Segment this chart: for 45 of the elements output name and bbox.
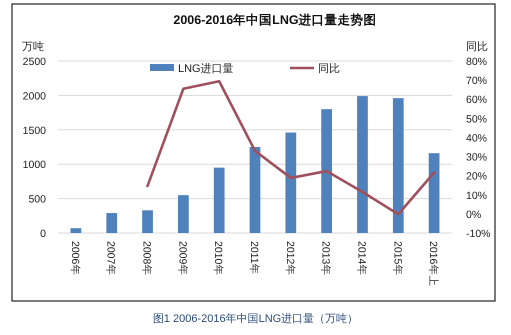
- bar: [428, 153, 440, 233]
- y2-tick-label: 20%: [466, 170, 488, 183]
- x-tick-label: 2006年: [68, 241, 81, 276]
- line-series: [146, 80, 436, 216]
- y2-tick-label: 70%: [466, 75, 488, 88]
- x-tick-label: 2011年: [248, 241, 260, 275]
- y2-tick-label: -10%: [466, 228, 491, 240]
- bar: [214, 168, 225, 233]
- y-axis-title: 万吨: [22, 40, 44, 53]
- x-tick-label: 2010年: [212, 241, 224, 276]
- bar: [70, 228, 82, 233]
- bar: [178, 195, 189, 233]
- y2-tick-label: 50%: [466, 113, 488, 126]
- legend-label: LNG进口量: [178, 62, 234, 75]
- bar: [285, 132, 296, 233]
- y2-axis-title: 同比: [466, 40, 488, 53]
- x-tick-label: 2012年: [284, 241, 296, 276]
- y-tick-label: 500: [28, 194, 46, 206]
- bar: [142, 210, 153, 233]
- y-tick-label: 2500: [22, 56, 46, 68]
- bar: [392, 98, 404, 233]
- x-tick-label: 2007年: [104, 241, 117, 276]
- legend-label: 同比: [318, 62, 340, 75]
- y-tick-label: 1000: [22, 159, 46, 172]
- y2-tick-label: 40%: [466, 132, 488, 144]
- y-tick-label: 0: [40, 228, 46, 240]
- caption: 图1 2006-2016年中国LNG进口量（万吨）: [152, 312, 358, 325]
- chart-title: 2006-2016年中国LNG进口量走势图: [173, 12, 377, 27]
- y2-tick-label: 30%: [466, 152, 488, 164]
- bar: [250, 147, 260, 233]
- y2-tick-label: 0%: [466, 208, 482, 221]
- bar: [357, 96, 368, 233]
- bar: [321, 109, 332, 233]
- x-tick-label: 2008年: [140, 241, 153, 276]
- x-tick-label: 2014年: [355, 241, 368, 276]
- y2-tick-label: 80%: [466, 56, 488, 68]
- x-tick-label: 2015年: [391, 241, 404, 276]
- y2-tick-label: 60%: [466, 94, 488, 106]
- y-tick-label: 1500: [22, 124, 46, 137]
- x-tick-label: 2016年上: [427, 241, 440, 286]
- y2-tick-label: 10%: [466, 190, 488, 202]
- x-tick-label: 2013年: [320, 241, 332, 276]
- x-tick-label: 2009年: [176, 241, 188, 276]
- y-tick-label: 2000: [22, 90, 46, 102]
- bar: [106, 213, 118, 233]
